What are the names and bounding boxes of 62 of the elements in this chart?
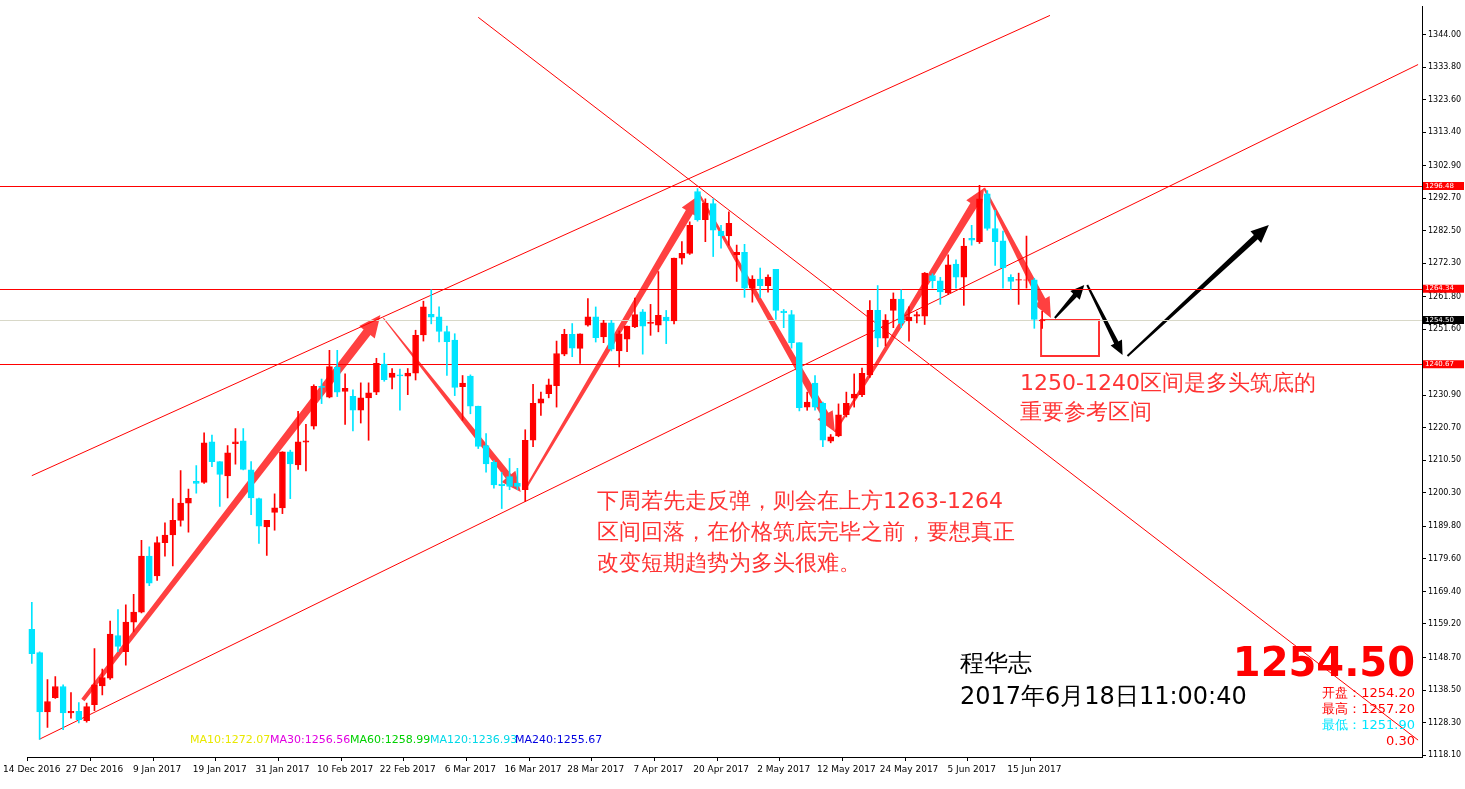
- x-tick-label: 10 Feb 2017: [317, 763, 374, 774]
- candlestick: [192, 465, 200, 494]
- y-tick-label: 1302.90: [1428, 160, 1462, 170]
- annotation: 0.30: [1386, 732, 1415, 749]
- x-tick-label: 12 May 2017: [817, 763, 876, 774]
- y-tick-label: 1282.50: [1428, 225, 1462, 235]
- annotation: 下周若先走反弹，则会在上方1263-1264区间回落，在价格筑底完毕之前，要想真正改变短期趋势为多头很难。: [597, 487, 1016, 577]
- annotation: MA60:1258.99: [350, 733, 431, 747]
- annotation: MA120:1236.93: [430, 733, 518, 747]
- x-tick-label: 16 Mar 2017: [504, 763, 562, 774]
- annotation: 1250-1240区间是多头筑底的重要参考区间: [1020, 369, 1317, 426]
- candlestick: [67, 692, 75, 719]
- y-tick-label: 1179.60: [1428, 554, 1462, 563]
- x-tick-label: 5 Jun 2017: [947, 763, 996, 774]
- x-tick-label: 6 Mar 2017: [444, 763, 497, 774]
- x-tick-label: 9 Jan 2017: [133, 763, 182, 774]
- candlestick: [1038, 311, 1046, 329]
- candlestick: [396, 368, 404, 411]
- x-tick-label: 20 Apr 2017: [693, 763, 749, 774]
- x-tick-label: 2 May 2017: [757, 763, 811, 774]
- y-tick-label: 1148.70: [1428, 652, 1462, 662]
- candlestick: [756, 267, 764, 298]
- y-tick-label: 1159.20: [1428, 619, 1462, 629]
- x-tick-label: 15 Jun 2017: [1007, 763, 1062, 774]
- candlestick: [537, 391, 545, 416]
- y-tick-label: 1230.90: [1428, 390, 1462, 400]
- annotation: MA240:1255.67: [515, 733, 603, 747]
- y-tick-label: 1138.50: [1428, 685, 1462, 695]
- y-tick-label: 1344.00: [1428, 29, 1462, 39]
- annotation: MA10:1272.07: [190, 733, 271, 747]
- y-tick-label: 1333.80: [1428, 62, 1462, 72]
- y-tick-label: 1169.40: [1428, 586, 1462, 596]
- x-tick-label: 28 Mar 2017: [567, 763, 625, 774]
- y-tick-label: 1189.80: [1428, 521, 1462, 531]
- y-tick-label: 1272.30: [1428, 258, 1462, 268]
- x-tick-label: 14 Dec 2016: [3, 763, 61, 774]
- annotation: MA30:1256.56: [270, 733, 351, 747]
- candlestick: [733, 244, 741, 282]
- y-tick-label: 1292.70: [1428, 193, 1462, 203]
- y-tick-label: 1118.10: [1428, 750, 1462, 760]
- candlestick: [302, 423, 310, 472]
- y-tick-label: 1128.30: [1428, 717, 1462, 727]
- y-tick-label: 1323.60: [1428, 94, 1462, 104]
- y-tick-label: 1210.50: [1428, 455, 1462, 465]
- x-tick-label: 27 Dec 2016: [65, 763, 124, 774]
- x-tick-label: 19 Jan 2017: [192, 763, 247, 774]
- candlestick: [913, 311, 921, 324]
- annotation: 2017年6月18日11:00:40: [960, 681, 1247, 712]
- x-tick-label: 24 May 2017: [879, 763, 939, 774]
- annotation: 开盘：1254.20: [1322, 684, 1415, 701]
- y-tick-label: 1261.80: [1428, 291, 1462, 301]
- x-tick-label: 7 Apr 2017: [633, 763, 684, 774]
- candlestick: [263, 520, 271, 556]
- y-tick-label: 1220.70: [1428, 422, 1462, 432]
- y-tick-label: 1251.60: [1428, 324, 1462, 334]
- candlestick: [498, 472, 506, 509]
- x-tick-label: 31 Jan 2017: [255, 763, 310, 774]
- y-tick-label: 1200.30: [1428, 487, 1462, 497]
- candlestick: [169, 498, 177, 567]
- x-tick-label: 22 Feb 2017: [379, 763, 436, 774]
- y-tick-label: 1313.40: [1428, 127, 1462, 137]
- annotation: 程华志: [960, 648, 1032, 679]
